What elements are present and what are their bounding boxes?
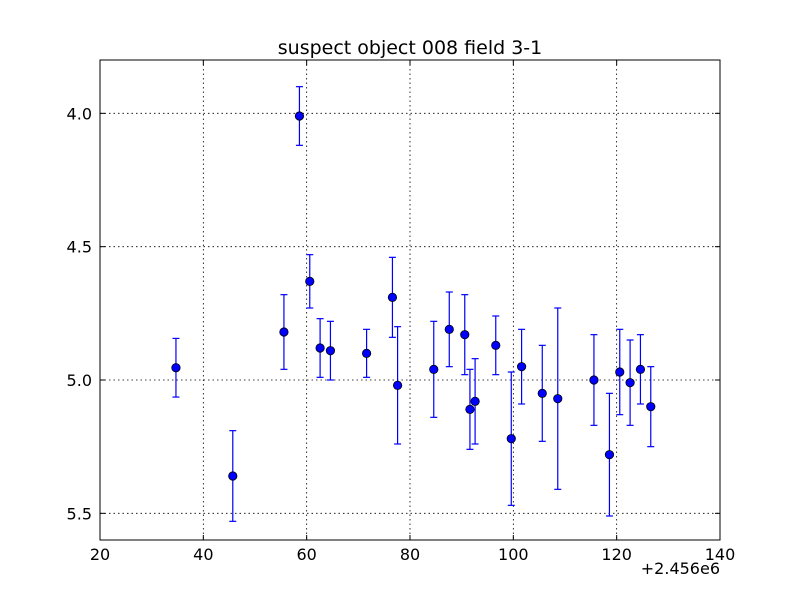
point-marker — [589, 375, 599, 385]
data-point — [635, 334, 646, 405]
point-marker — [615, 367, 625, 377]
data-point — [553, 307, 563, 490]
grid — [100, 60, 720, 540]
point-marker — [305, 276, 315, 286]
point-marker — [444, 324, 454, 334]
point-marker — [460, 330, 470, 340]
data-point — [228, 430, 238, 522]
point-marker — [635, 364, 646, 374]
data-point — [516, 328, 527, 405]
data-point — [604, 392, 615, 517]
point-marker — [361, 348, 372, 358]
x-axis-tick-labels: 20 40 60 80 100 120 140 — [90, 545, 735, 564]
point-marker — [171, 363, 181, 373]
data-points — [171, 86, 656, 522]
y-tick-label: 4.0 — [67, 104, 92, 123]
data-point — [305, 254, 315, 309]
x-tick-label: 120 — [601, 545, 632, 564]
point-marker — [279, 327, 289, 337]
point-marker — [516, 362, 527, 372]
data-point — [460, 294, 470, 376]
data-point — [470, 358, 480, 445]
data-point — [444, 291, 454, 368]
point-marker — [465, 404, 475, 414]
point-marker — [625, 378, 635, 388]
data-point — [325, 320, 336, 381]
data-point — [537, 344, 547, 442]
x-tick-label: 40 — [193, 545, 213, 564]
data-point — [294, 86, 305, 146]
y-tick-label: 4.5 — [67, 238, 92, 257]
data-point — [429, 320, 439, 418]
point-marker — [325, 346, 336, 356]
data-point — [387, 256, 398, 338]
point-marker — [228, 471, 238, 481]
x-tick-label: 60 — [296, 545, 316, 564]
point-marker — [646, 402, 656, 412]
chart-title: suspect object 008 field 3-1 — [278, 37, 543, 59]
point-marker — [294, 111, 305, 121]
data-point — [491, 315, 501, 376]
data-point — [392, 326, 403, 445]
data-point — [361, 328, 372, 378]
data-point — [315, 318, 325, 378]
point-marker — [315, 343, 325, 353]
x-tick-label: 100 — [498, 545, 529, 564]
data-point — [171, 337, 181, 398]
x-tick-label: 20 — [90, 545, 110, 564]
x-axis-offset-label: +2.456e6 — [641, 559, 720, 578]
x-tick-label: 80 — [400, 545, 420, 564]
point-marker — [429, 364, 439, 374]
data-point — [506, 371, 516, 506]
axis-ticks — [99, 60, 721, 540]
data-point — [465, 368, 475, 450]
y-axis-tick-labels: 4.0 4.5 5.0 5.5 — [67, 104, 92, 523]
x-tick-label: 140 — [705, 545, 736, 564]
point-marker — [491, 340, 501, 350]
data-point — [589, 334, 599, 426]
point-marker — [392, 380, 403, 390]
point-marker — [470, 396, 480, 406]
data-point — [646, 366, 656, 448]
data-point — [625, 339, 635, 426]
data-point — [615, 328, 625, 416]
point-marker — [537, 388, 547, 398]
point-marker — [553, 394, 563, 404]
y-tick-label: 5.0 — [67, 371, 92, 390]
point-marker — [604, 450, 615, 460]
point-marker — [506, 434, 516, 444]
point-marker — [387, 292, 398, 302]
y-tick-label: 5.5 — [67, 504, 92, 523]
data-point — [279, 294, 289, 370]
